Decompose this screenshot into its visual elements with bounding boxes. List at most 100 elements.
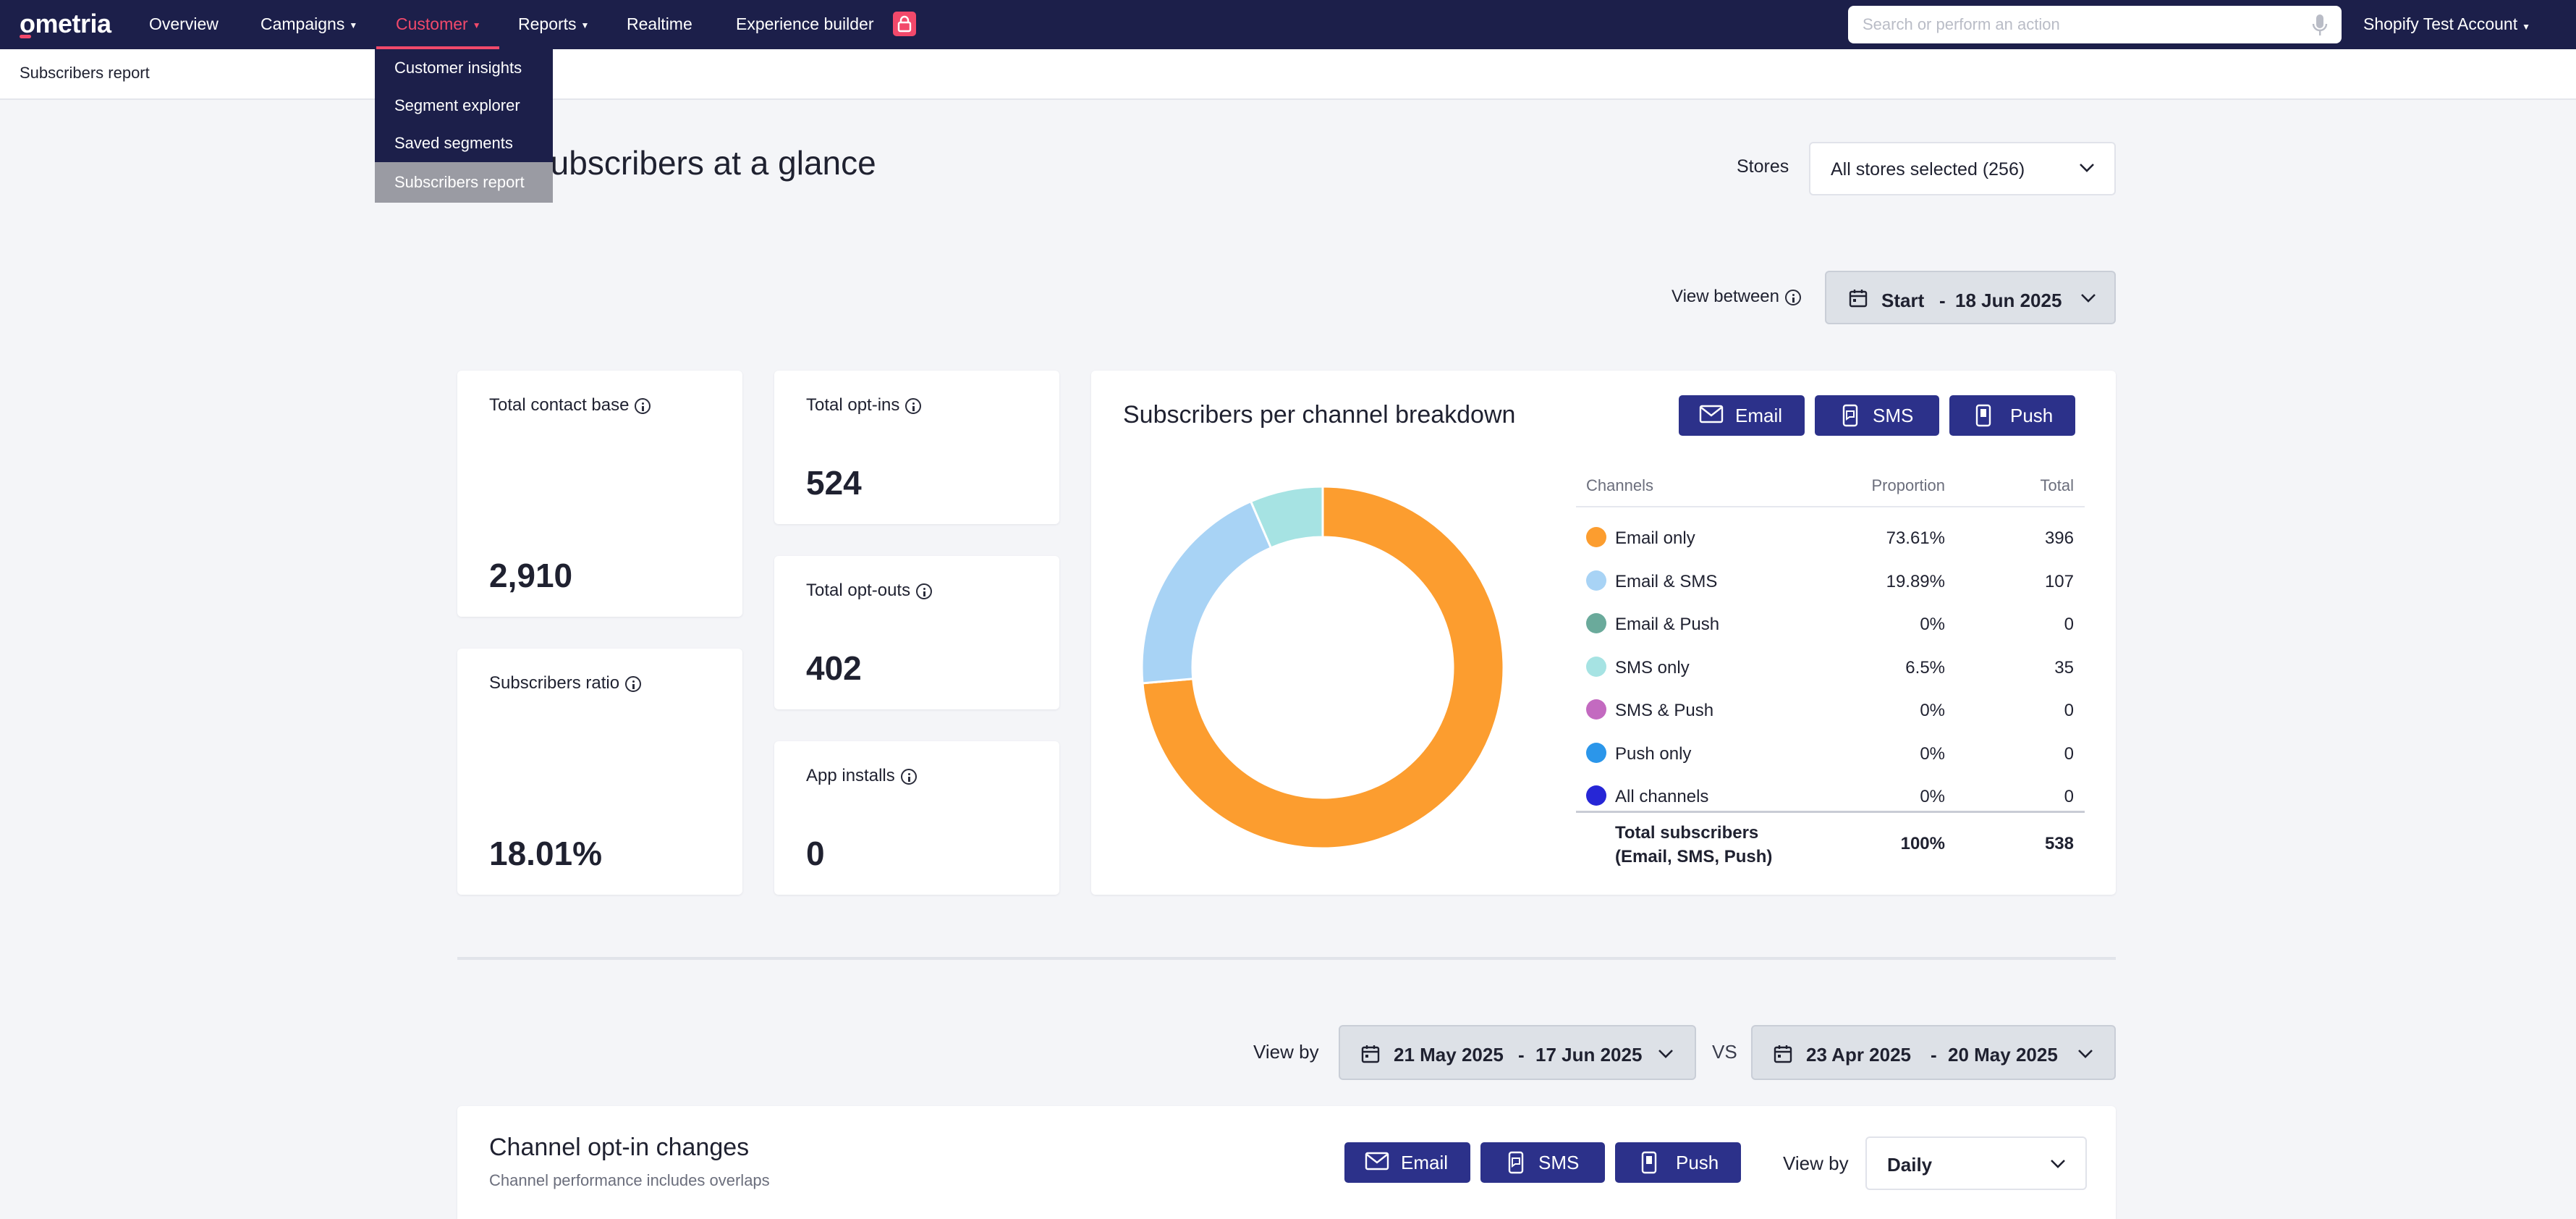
sms-channel-button[interactable]: SMS	[1815, 395, 1939, 436]
legend-dot	[1586, 742, 1606, 763]
calendar-icon	[1849, 290, 1868, 308]
optin-push-button[interactable]: Push	[1615, 1142, 1741, 1183]
view-by-select[interactable]: Daily	[1865, 1136, 2087, 1190]
donut-slice[interactable]	[1140, 499, 1273, 685]
nav-realtime-label: Realtime	[627, 14, 692, 33]
vs-label: VS	[1712, 1041, 1737, 1063]
info-icon[interactable]	[916, 583, 933, 599]
envelope-icon	[1365, 1152, 1389, 1171]
date-range-b-picker[interactable]: 23 Apr 2025 - 20 May 2025	[1751, 1025, 2116, 1080]
mobile-phone-icon	[1975, 404, 1991, 427]
chevron-down-icon	[2080, 164, 2094, 172]
global-search	[1848, 6, 2342, 43]
section-divider	[457, 957, 2116, 960]
nav-active-underline	[376, 46, 499, 49]
view-between-date-picker[interactable]: Start - 18 Jun 2025	[1825, 271, 2116, 324]
channel-total: 0	[2064, 701, 2074, 720]
nav-customer[interactable]: Customer ▼	[396, 0, 481, 49]
nav-overview[interactable]: Overview	[149, 0, 219, 49]
legend-dot	[1586, 656, 1606, 677]
channel-total: 0	[2064, 615, 2074, 634]
optin-email-button[interactable]: Email	[1344, 1142, 1470, 1183]
date-end: 18 Jun 2025	[1955, 290, 2062, 311]
card-label: Total opt-outs	[806, 581, 933, 601]
total-optins-value: 524	[806, 464, 862, 502]
account-name: Shopify Test Account	[2363, 14, 2518, 33]
menu-item-customer-insights[interactable]: Customer insights	[394, 59, 522, 77]
push-channel-button[interactable]: Push	[1949, 395, 2075, 436]
menu-item-segment-explorer[interactable]: Segment explorer	[394, 96, 520, 114]
email-channel-button[interactable]: Email	[1679, 395, 1805, 436]
info-icon[interactable]	[900, 768, 917, 785]
channel-proportion: 73.61%	[1886, 528, 1945, 548]
date-range-a-picker[interactable]: 21 May 2025 - 17 Jun 2025	[1339, 1025, 1696, 1080]
donut-chart-svg	[1140, 485, 1505, 850]
chevron-down-icon	[2081, 294, 2096, 303]
info-icon[interactable]	[635, 397, 651, 414]
app-installs-value: 0	[806, 835, 825, 872]
page-title: Subscribers at a glance	[528, 144, 876, 182]
optin-push-label: Push	[1676, 1152, 1719, 1173]
top-navigation: ometria Overview Campaigns ▼ Customer ▼ Re…	[0, 0, 2576, 49]
optin-sms-button[interactable]: SMS	[1480, 1142, 1605, 1183]
channel-total: 396	[2044, 528, 2074, 548]
channel-proportion: 0%	[1920, 743, 1945, 764]
total-subscribers-label: Total subscribers (Email, SMS, Push)	[1615, 821, 1772, 869]
calendar-icon	[1361, 1045, 1380, 1063]
total-contact-base-value: 2,910	[489, 557, 573, 594]
account-menu[interactable]: Shopify Test Account ▼	[2363, 0, 2530, 49]
legend-dot	[1586, 699, 1606, 720]
envelope-icon	[1699, 405, 1724, 423]
nav-campaigns[interactable]: Campaigns ▼	[260, 0, 357, 49]
donut-slice[interactable]	[1249, 485, 1324, 549]
nav-experience-builder[interactable]: Experience builder	[736, 0, 874, 49]
caret-down-icon: ▼	[580, 20, 590, 30]
search-input[interactable]	[1863, 13, 2282, 36]
menu-item-saved-segments[interactable]: Saved segments	[394, 134, 513, 152]
channel-total: 107	[2044, 571, 2074, 591]
card-label: Total contact base	[489, 395, 651, 416]
donut-slice[interactable]	[1141, 485, 1505, 850]
channel-name: SMS only	[1615, 657, 1690, 678]
optin-sms-label: SMS	[1538, 1152, 1580, 1173]
channel-total: 0	[2064, 787, 2074, 806]
calendar-icon	[1774, 1045, 1792, 1063]
info-icon[interactable]	[1785, 289, 1801, 305]
info-icon[interactable]	[905, 397, 922, 414]
caret-down-icon: ▼	[472, 20, 481, 30]
channel-proportion: 0%	[1920, 787, 1945, 806]
date-start: Start	[1881, 290, 1925, 311]
view-by-value: Daily	[1887, 1154, 1933, 1176]
view-between-label: View between	[1672, 287, 1801, 307]
card-subscribers-ratio: Subscribers ratio 18.01%	[457, 649, 742, 895]
card-label: Total opt-ins	[806, 395, 922, 416]
channel-name: All channels	[1615, 787, 1709, 806]
view-by-label: View by	[1253, 1041, 1319, 1063]
view-between-text: View between	[1672, 287, 1779, 306]
total-optins-label: Total opt-ins	[806, 395, 900, 415]
menu-item-subscribers-report[interactable]: Subscribers report	[375, 162, 553, 203]
channel-proportion: 0%	[1920, 701, 1945, 720]
range-b-from: 23 Apr 2025	[1806, 1044, 1912, 1066]
channel-name: Email & SMS	[1615, 571, 1718, 591]
sms-phone-icon	[1842, 404, 1858, 427]
channel-proportion: 19.89%	[1886, 571, 1945, 591]
microphone-icon[interactable]	[2311, 13, 2329, 38]
email-button-label: Email	[1735, 405, 1783, 426]
nav-realtime[interactable]: Realtime	[627, 0, 692, 49]
chevron-down-icon	[1658, 1050, 1673, 1058]
card-channel-breakdown: Subscribers per channel breakdown Email …	[1091, 371, 2116, 895]
chevron-down-icon	[2051, 1160, 2065, 1168]
stores-select[interactable]: All stores selected (256)	[1809, 142, 2116, 195]
range-b-to: 20 May 2025	[1948, 1044, 2058, 1066]
logo-accent	[20, 35, 31, 38]
table-total-divider	[1576, 811, 2085, 813]
card-label: Subscribers ratio	[489, 673, 642, 693]
nav-reports[interactable]: Reports ▼	[518, 0, 589, 49]
legend-dot	[1586, 785, 1606, 806]
chevron-down-icon	[2078, 1050, 2093, 1058]
info-icon[interactable]	[625, 675, 642, 692]
total-optouts-value: 402	[806, 649, 862, 687]
ometria-logo[interactable]: ometria	[20, 9, 111, 38]
range-a-separator: -	[1518, 1044, 1525, 1066]
